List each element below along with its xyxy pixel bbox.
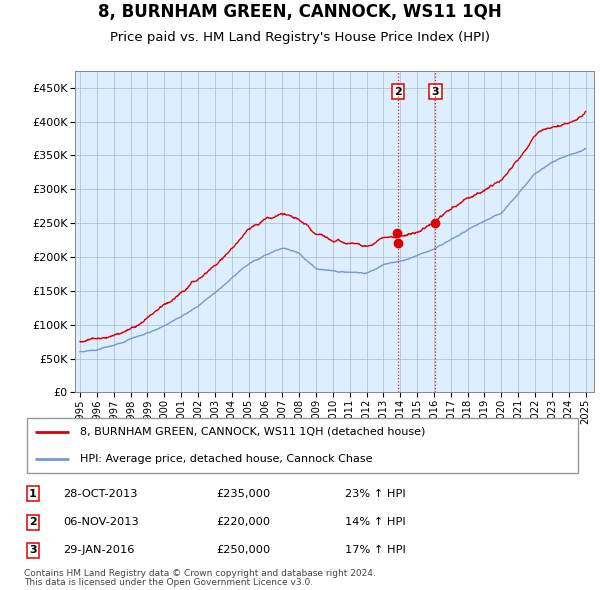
- Text: HPI: Average price, detached house, Cannock Chase: HPI: Average price, detached house, Cann…: [80, 454, 372, 464]
- Text: 06-NOV-2013: 06-NOV-2013: [63, 517, 139, 527]
- Text: 3: 3: [431, 87, 439, 97]
- Text: 3: 3: [29, 546, 37, 555]
- Text: £220,000: £220,000: [216, 517, 270, 527]
- Text: £235,000: £235,000: [216, 489, 270, 499]
- Text: This data is licensed under the Open Government Licence v3.0.: This data is licensed under the Open Gov…: [24, 578, 313, 588]
- Text: 8, BURNHAM GREEN, CANNOCK, WS11 1QH (detached house): 8, BURNHAM GREEN, CANNOCK, WS11 1QH (det…: [80, 427, 425, 437]
- Text: 29-JAN-2016: 29-JAN-2016: [63, 546, 134, 555]
- Text: Contains HM Land Registry data © Crown copyright and database right 2024.: Contains HM Land Registry data © Crown c…: [24, 569, 376, 578]
- Text: 17% ↑ HPI: 17% ↑ HPI: [345, 546, 406, 555]
- Text: 2: 2: [29, 517, 37, 527]
- Text: 14% ↑ HPI: 14% ↑ HPI: [345, 517, 406, 527]
- Text: 23% ↑ HPI: 23% ↑ HPI: [345, 489, 406, 499]
- Text: 2: 2: [394, 87, 402, 97]
- Text: 8, BURNHAM GREEN, CANNOCK, WS11 1QH: 8, BURNHAM GREEN, CANNOCK, WS11 1QH: [98, 2, 502, 21]
- FancyBboxPatch shape: [27, 418, 578, 473]
- Text: Price paid vs. HM Land Registry's House Price Index (HPI): Price paid vs. HM Land Registry's House …: [110, 31, 490, 44]
- Text: 28-OCT-2013: 28-OCT-2013: [63, 489, 137, 499]
- Text: £250,000: £250,000: [216, 546, 270, 555]
- Text: 1: 1: [29, 489, 37, 499]
